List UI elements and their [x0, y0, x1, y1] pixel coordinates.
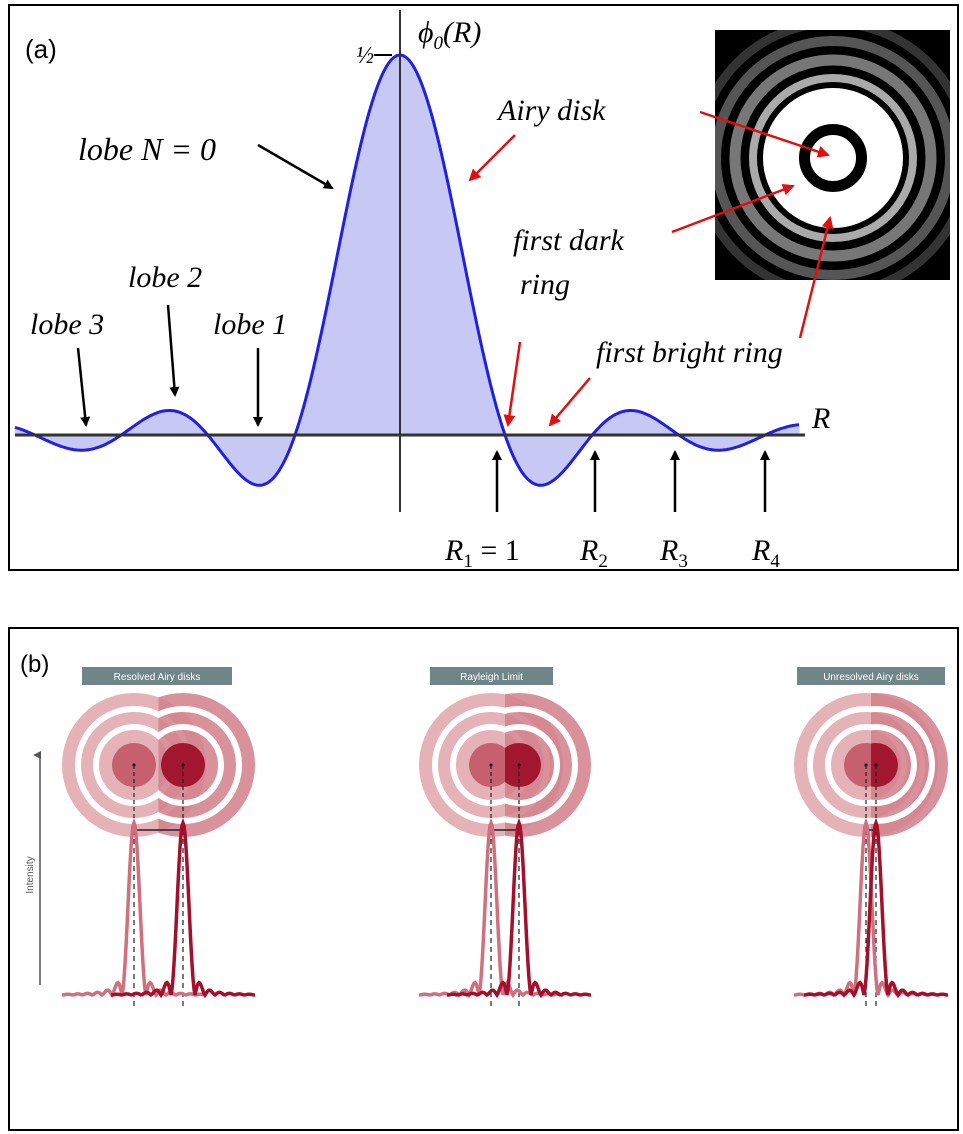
annotation: ring: [520, 268, 570, 301]
arg: (R): [443, 16, 481, 49]
sub: 1: [463, 551, 473, 572]
arrow: [258, 145, 332, 188]
airy-inset: [698, 23, 963, 293]
lobe-label: lobe N = 0: [78, 131, 216, 167]
case-label: Unresolved Airy disks: [823, 672, 919, 683]
intensity-label: Intensity: [25, 856, 36, 893]
annotation: first dark: [513, 224, 625, 257]
figure: (a) ϕ0(R) ½ R lobe N = 0 lobe 1 lobe 2 l…: [0, 0, 963, 1134]
name: R: [659, 534, 678, 567]
symbol: ϕ: [418, 16, 434, 49]
sub: 0: [434, 33, 444, 54]
arrow: [470, 135, 515, 180]
y-axis-label: ϕ0(R): [418, 16, 481, 54]
panel-label: (b): [20, 651, 49, 678]
name: R: [579, 534, 598, 567]
radius-label: R4: [751, 534, 780, 572]
radius-label: R2: [579, 534, 608, 572]
arrow: [508, 342, 520, 425]
airy-disk: [805, 130, 861, 186]
radius-label: R3: [659, 534, 688, 572]
lobe-label: lobe 3: [30, 308, 104, 341]
half-label: ½: [356, 43, 374, 69]
annotation: first bright ring: [596, 336, 783, 369]
radius-label: R1 = 1: [444, 534, 520, 572]
lobe-label: lobe 1: [213, 308, 287, 341]
panel-label: (a): [25, 34, 57, 64]
lobe-label: lobe 2: [128, 261, 202, 294]
arrow: [168, 305, 175, 395]
sub: 3: [678, 551, 688, 572]
arrow: [550, 378, 590, 425]
name: R: [751, 534, 770, 567]
case-label: Rayleigh Limit: [460, 672, 523, 683]
x-axis-label: R: [811, 402, 830, 435]
sub: 2: [598, 551, 608, 572]
airy-cases: Resolved Airy disks Rayleigh Limit Unresol…: [62, 667, 948, 1008]
name: R: [444, 534, 463, 567]
annotation: Airy disk: [496, 94, 606, 127]
case-label: Resolved Airy disks: [114, 672, 201, 683]
arrow: [78, 348, 86, 425]
suffix: = 1: [473, 534, 520, 567]
sub: 4: [770, 551, 780, 572]
